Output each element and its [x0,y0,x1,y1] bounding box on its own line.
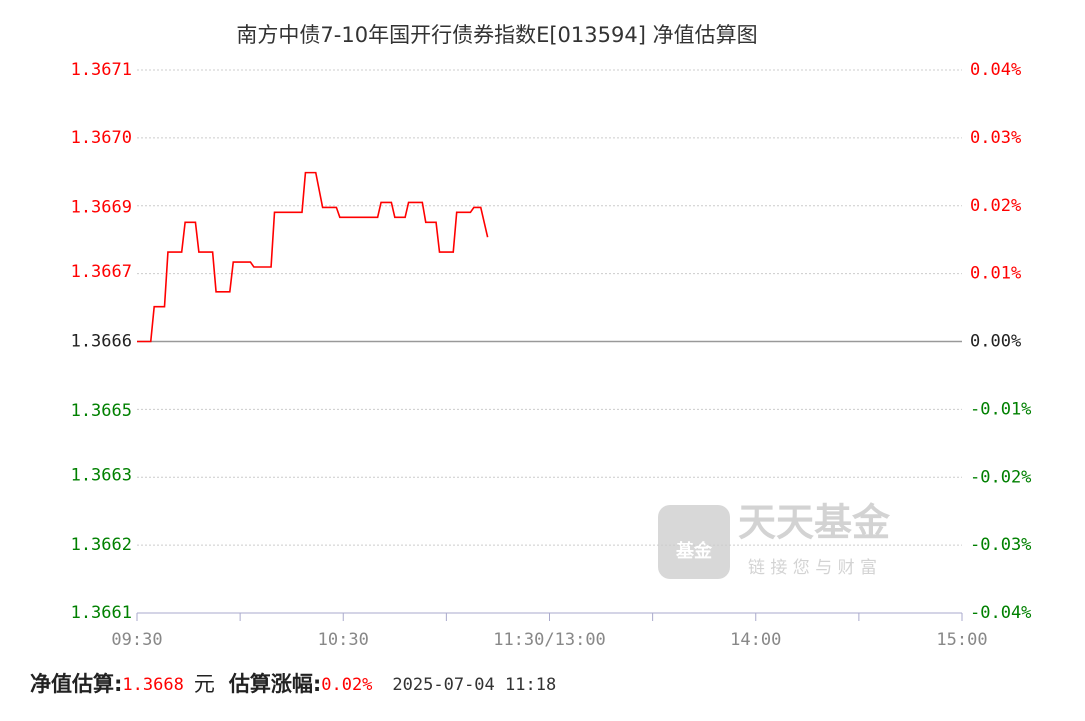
y-tick-label: 1.3666 [71,332,132,352]
footer: 净值估算:1.3668 元估算涨幅:0.02% 2025-07-04 11:18 [30,672,556,696]
y2-tick-label: 0.02% [970,196,1021,216]
y-tick-label: 1.3670 [71,128,132,148]
y-tick-label: 1.3665 [71,401,132,421]
x-tick-label: 15:00 [936,630,987,650]
y2-tick-label: 0.00% [970,332,1021,352]
x-tick-label: 11:30/13:00 [493,630,606,650]
y-tick-label: 1.3661 [71,603,132,623]
change-value: 0.02% [321,675,372,695]
line [137,171,489,343]
nav-unit: 元 [194,672,215,696]
nav-label: 净值估算: [30,672,122,696]
timestamp: 2025-07-04 11:18 [392,675,556,695]
y2-tick-label: 0.03% [970,128,1021,148]
y-tick-label: 1.3669 [71,197,132,217]
change-label: 估算涨幅: [228,672,321,696]
watermark-name: 天天基金 [738,500,891,545]
watermark-logo: 基金 [675,540,713,562]
y2-tick-label: -0.02% [970,467,1031,487]
y2-tick-label: -0.04% [970,603,1031,623]
y-tick-label: 1.3667 [71,262,132,282]
x-tick-label: 09:30 [111,630,162,650]
y2-tick-label: 0.01% [970,264,1021,284]
nav-value: 1.3668 [122,675,183,695]
watermark-slogan: 链 接 您 与 财 富 [748,558,877,578]
y2-tick-label: 0.04% [970,60,1021,80]
watermark: 基金 天天基金 链 接 您 与 财 富 [658,500,891,579]
y2-tick-label: -0.01% [970,399,1031,419]
watermark-logo-box [658,505,730,579]
y2-tick-label: -0.03% [970,535,1031,555]
y-tick-label: 1.3671 [71,60,132,80]
y-tick-label: 1.3663 [71,466,132,486]
chart-title: 南方中债7-10年国开行债券指数E[013594] 净值估算图 [236,23,757,47]
y-tick-label: 1.3662 [71,535,132,555]
x-tick-label: 14:00 [730,630,781,650]
x-tick-label: 10:30 [318,630,369,650]
